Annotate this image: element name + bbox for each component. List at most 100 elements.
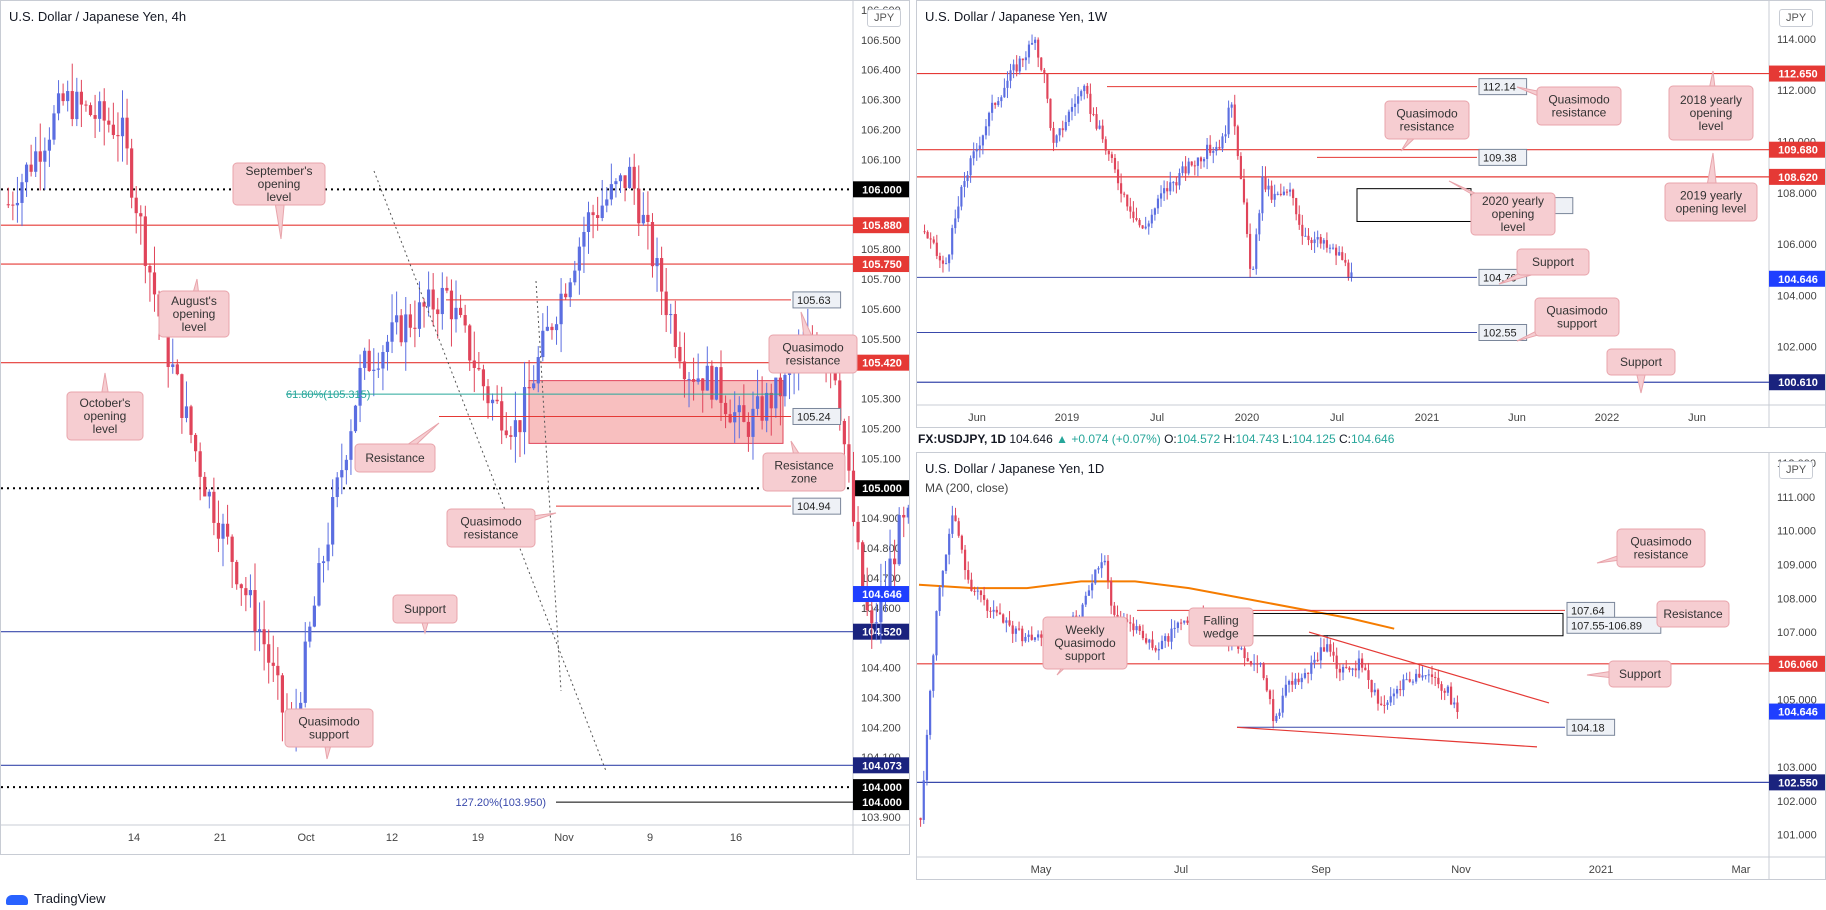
w-support-callout[interactable]: Support	[1498, 248, 1590, 285]
bull-candle-body	[372, 369, 376, 371]
bear-candle-body	[1135, 218, 1138, 220]
bull-candle-body	[1303, 672, 1307, 678]
w-qm-resistance-2-tag-label: 109.38	[1483, 152, 1517, 164]
d-resistance-callout-text: Resistance	[1663, 607, 1723, 621]
daily-chart-canvas[interactable]: 112.000111.000110.000109.000108.000107.0…	[917, 453, 1826, 880]
bull-candle-body	[1135, 626, 1138, 631]
bear-candle-body	[1364, 667, 1367, 671]
bull-candle-body	[1304, 235, 1307, 237]
bull-candle-body	[1273, 193, 1276, 200]
red-level-tag-label: 112.650	[1778, 69, 1817, 81]
bear-candle-body	[1335, 655, 1338, 669]
price-tick-label: 101.000	[1777, 830, 1817, 842]
bear-candle-body	[1186, 620, 1189, 623]
bull-candle-body	[1230, 104, 1233, 108]
weekly-chart-canvas[interactable]: 114.000112.000110.000108.000106.000104.0…	[917, 1, 1826, 428]
time-tick-label: 21	[214, 832, 226, 844]
bear-candle-body	[481, 369, 486, 387]
bull-candle-body	[874, 622, 878, 624]
bull-candle-body	[628, 166, 632, 188]
h4-chart-title: U.S. Dollar / Japanese Yen, 4h	[9, 9, 187, 24]
bull-candle-body	[1313, 239, 1316, 244]
ma200-line	[918, 580, 1395, 630]
bear-candle-body	[1434, 676, 1437, 678]
bear-candle-body	[1347, 262, 1350, 278]
bear-candle-body	[1367, 670, 1370, 681]
symbol-name[interactable]: FX:USDJPY, 1D	[918, 432, 1007, 446]
bull-candle-body	[976, 590, 979, 592]
bear-candle-body	[495, 399, 499, 402]
bear-candle-body	[983, 595, 986, 600]
price-tick-label: 102.000	[1777, 796, 1817, 808]
bull-candle-body	[207, 491, 211, 497]
h4-chart-panel[interactable]: 106.600106.500106.400106.300106.200106.1…	[0, 0, 910, 855]
bull-candle-body	[984, 126, 988, 136]
bull-candle-body	[417, 302, 422, 329]
bull-candle-body	[997, 101, 1000, 105]
w-support-callout-text: Support	[1532, 255, 1575, 269]
bull-candle-body	[171, 364, 175, 367]
low-label: L:	[1282, 432, 1293, 446]
bull-candle-body	[1446, 686, 1449, 693]
weekly-currency-badge[interactable]: JPY	[1779, 9, 1814, 27]
bear-candle-body	[673, 314, 677, 347]
weekly-chart-panel[interactable]: 114.000112.000110.000108.000106.000104.0…	[916, 0, 1826, 428]
w-2020-opening-callout-text: level	[1501, 220, 1526, 234]
bull-candle-body	[1103, 560, 1106, 563]
bear-candle-body	[1095, 114, 1098, 129]
price-tick-label: 105.800	[861, 244, 901, 256]
tradingview-branding[interactable]: TradingView	[6, 891, 106, 906]
support-callout[interactable]: Support	[392, 594, 458, 635]
d-weekly-qm-support-callout-text: Weekly	[1065, 623, 1104, 637]
bear-candle-body	[1246, 658, 1249, 662]
resistance-callout[interactable]: Resistance	[354, 422, 440, 473]
bull-candle-body	[879, 590, 883, 623]
bull-candle-body	[1258, 213, 1261, 235]
daily-chart-panel[interactable]: 112.000111.000110.000109.000108.000107.0…	[916, 452, 1826, 880]
daily-currency-badge[interactable]: JPY	[1779, 461, 1814, 479]
bear-candle-body	[691, 379, 696, 382]
bear-candle-body	[960, 535, 963, 550]
ma-indicator-label[interactable]: MA (200, close)	[925, 481, 1009, 495]
bear-candle-body	[1297, 678, 1300, 683]
d-support-callout[interactable]: Support	[1586, 660, 1672, 688]
bull-candle-body	[1255, 234, 1258, 269]
bear-candle-body	[431, 289, 435, 310]
h4-chart-canvas[interactable]: 106.600106.500106.400106.300106.200106.1…	[1, 1, 910, 855]
bull-candle-body	[1160, 640, 1164, 650]
bull-candle-body	[1173, 627, 1176, 629]
bull-candle-body	[614, 181, 618, 185]
bull-candle-body	[52, 113, 56, 140]
w-support-2-callout[interactable]: Support	[1606, 348, 1676, 394]
d-resistance-callout[interactable]: Resistance	[1656, 600, 1730, 628]
w-2019-opening-callout-box	[1664, 182, 1758, 222]
bear-candle-body	[1141, 630, 1145, 639]
bull-candle-body	[888, 558, 892, 587]
blue-level-tag-label: 100.610	[1778, 377, 1818, 389]
bear-candle-body	[1268, 690, 1272, 700]
bear-candle-body	[1089, 93, 1092, 114]
bull-candle-body	[600, 205, 604, 219]
bear-candle-body	[1399, 689, 1402, 691]
bear-candle-body	[1270, 185, 1273, 200]
bull-candle-body	[1350, 272, 1353, 278]
h4-currency-badge[interactable]: JPY	[867, 9, 902, 27]
bull-candle-body	[1081, 604, 1084, 619]
bear-candle-body	[856, 521, 860, 543]
